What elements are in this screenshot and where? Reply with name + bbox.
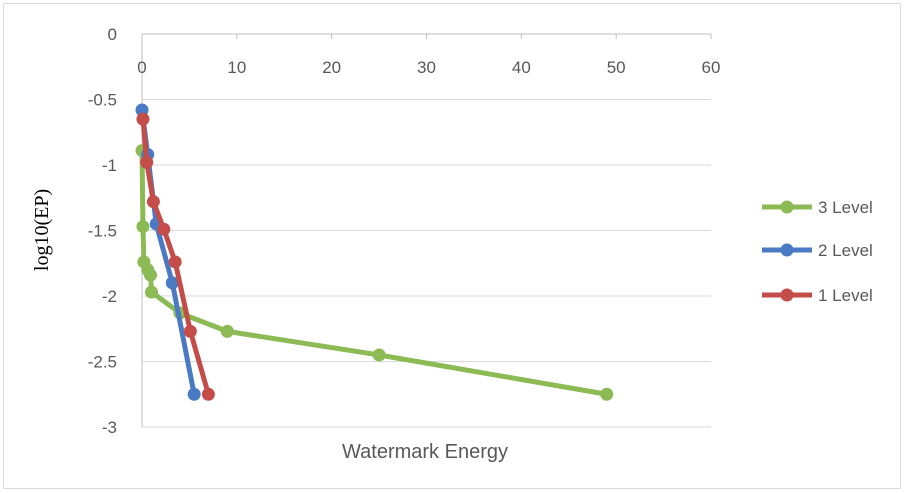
- data-point: [144, 268, 158, 282]
- legend-label: 2 Level: [818, 241, 873, 260]
- series-3-level: [135, 144, 614, 401]
- data-point: [220, 324, 234, 338]
- y-tick-label: -1.5: [88, 222, 117, 241]
- chart-frame: [3, 3, 901, 489]
- legend: 3 Level 2 Level 1 Level: [762, 198, 873, 305]
- data-point: [165, 276, 179, 290]
- y-tick-label: -0.5: [88, 91, 117, 110]
- legend-swatch-marker: [780, 200, 794, 214]
- tick-labels: 0 -0.5 -1 -1.5 -2 -2.5 -3 0 10 20 30 40 50 60: [88, 25, 721, 437]
- y-axis-title: log10(EP): [31, 189, 53, 271]
- data-point: [187, 387, 201, 401]
- data-point: [144, 285, 158, 299]
- gridlines: [142, 99, 711, 428]
- legend-swatch-marker: [780, 288, 794, 302]
- legend-label: 3 Level: [818, 198, 873, 217]
- x-tick-label: 0: [137, 58, 146, 77]
- y-tick-label: -3: [102, 418, 117, 437]
- x-tick-label: 30: [417, 58, 436, 77]
- x-tick-label: 20: [322, 58, 341, 77]
- x-axis-title: Watermark Energy: [342, 441, 508, 463]
- y-tick-label: -2: [102, 287, 117, 306]
- legend-swatch-marker: [780, 243, 794, 257]
- series-1-level: [136, 112, 215, 401]
- data-point: [168, 255, 182, 269]
- data-point: [157, 222, 171, 236]
- x-tick-label: 10: [227, 58, 246, 77]
- data-point: [136, 112, 150, 126]
- data-point: [372, 348, 386, 362]
- legend-entry: 3 Level: [762, 198, 873, 217]
- y-tick-label: -2.5: [88, 353, 117, 372]
- y-tick-label: 0: [108, 25, 117, 44]
- x-tick-label: 50: [607, 58, 626, 77]
- series-line: [139, 148, 610, 397]
- y-tick-label: -1: [102, 156, 117, 175]
- data-point: [146, 195, 160, 209]
- x-tick-label: 60: [702, 58, 721, 77]
- legend-entry: 1 Level: [762, 286, 873, 305]
- data-point: [183, 324, 197, 338]
- x-tick-label: 40: [512, 58, 531, 77]
- legend-label: 1 Level: [818, 286, 873, 305]
- data-point: [600, 387, 614, 401]
- data-point: [140, 155, 154, 169]
- data-point: [201, 387, 215, 401]
- legend-entry: 2 Level: [762, 241, 873, 260]
- series-layer: [135, 103, 614, 401]
- data-point: [136, 220, 150, 234]
